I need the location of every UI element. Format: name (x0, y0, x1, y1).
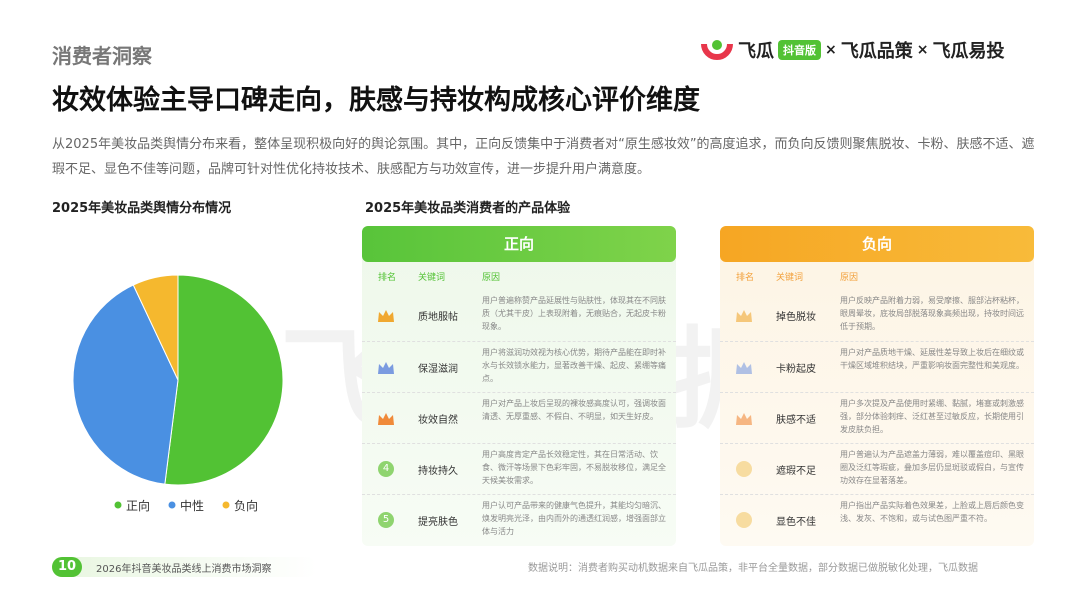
rank-badge: 4 (378, 461, 394, 477)
keyword: 质地服帖 (418, 312, 458, 323)
rank-icon (378, 362, 394, 374)
table-row: 卡粉起皮 用户对产品质地干燥、延展性差导致上妆后在细纹或干燥区域堆积结块，严重影响… (720, 341, 1034, 392)
pie-slice (132, 274, 179, 381)
keyword: 显色不佳 (776, 517, 816, 528)
legend-label: 正向 (126, 498, 150, 513)
crown (378, 310, 394, 322)
reason: 用户普遍称赞产品延展性与贴肤性，体现其在不同肤质（尤其干皮）上表现附着，无痕贴合… (482, 296, 666, 331)
pie-slice (72, 284, 179, 485)
legend-label: 中性 (180, 498, 204, 513)
rank-badge: 5 (378, 512, 394, 528)
keyword: 肤感不适 (776, 415, 816, 426)
logo-badge: 抖音版 (778, 40, 821, 60)
table-row: 肤感不适 用户多次提及产品使用时紧绷、黏腻，堵塞或刺激感强，部分体验刺痒、泛红甚至… (720, 392, 1034, 443)
table-row: 妆效自然 用户对产品上妆后呈现的裸妆感高度认可，强调妆面清透、无厚重感、不假白、不… (362, 392, 676, 443)
keyword: 掉色脱妆 (776, 312, 816, 323)
crown (736, 310, 752, 322)
crown (736, 413, 752, 425)
keyword: 遮瑕不足 (776, 466, 816, 477)
crown (378, 362, 394, 374)
column-header: 排名 (736, 273, 755, 283)
rank-icon (736, 413, 752, 425)
negative-panel: 负向 排名 关键词 原因掉色脱妆 用户反映产品附着力弱，易受摩擦、服部沾杯粘杯，眼周晕… (720, 226, 1034, 546)
table-row: 质地服帖 用户普遍称赞产品延展性与贴肤性，体现其在不同肤质（尤其干皮）上表现附着，… (362, 290, 676, 340)
footer-report: 2026年抖音美妆品类线上消费市场洞察 (96, 564, 272, 575)
table-row: 4 持妆持久 用户高度肯定产品长效稳定性，其在日常活动、饮食、微汗等场景下色彩牢固，… (362, 443, 676, 494)
table-row: 保湿滋润 用户将滋润功效视为核心优势，期待产品能在即时补水与长效锁水能力，显著改善… (362, 341, 676, 392)
logo: 飞瓜 抖音版 × 飞瓜品策 × 飞瓜易投 (700, 36, 1004, 64)
column-header: 排名 (378, 273, 397, 283)
crown (736, 362, 752, 374)
keyword: 持妆持久 (418, 466, 458, 477)
rank-icon (736, 310, 752, 322)
reason: 用户普遍认为产品遮盖力薄弱，难以覆盖痘印、黑眼圈及泛红等瑕疵，叠加多层仍显斑驳或… (840, 450, 1024, 485)
column-header: 关键词 (776, 273, 804, 283)
logo-brand: 飞瓜 (738, 41, 774, 62)
rank-icon (378, 310, 394, 322)
reason: 用户认可产品带来的健康气色提升，其能均匀暗沉、焕发明亮光泽，由内而外的通透红润感… (482, 501, 666, 536)
title: 妆效体验主导口碑走向，肤感与持妆构成核心评价维度 (52, 85, 700, 116)
reason: 用户将滋润功效视为核心优势，期待产品能在即时补水与长效锁水能力，显著改善干燥、起… (482, 348, 666, 383)
panel-header: 负向 (720, 226, 1034, 262)
crown (378, 413, 394, 425)
column-header: 关键词 (418, 273, 446, 283)
pie-chart: 正向 中性 负向 (72, 274, 284, 513)
keyword: 提亮肤色 (418, 517, 458, 528)
table-row: 遮瑕不足 用户普遍认为产品遮盖力薄弱，难以覆盖痘印、黑眼圈及泛红等瑕疵，叠加多层仍… (720, 443, 1034, 494)
reason: 用户高度肯定产品长效稳定性，其在日常活动、饮食、微汗等场景下色彩牢固，不易脱妆移… (482, 450, 666, 485)
intro: 从2025年美妆品类舆情分布来看，整体呈现积极向好的舆论氛围。其中，正向反馈集中… (52, 137, 1035, 177)
keyword: 保湿滋润 (418, 364, 458, 375)
rank-icon (378, 413, 394, 425)
logo-icon (701, 40, 733, 60)
table-row: 5 提亮肤色 用户认可产品带来的健康气色提升，其能均匀暗沉、焕发明亮光泽，由内而外的… (362, 494, 676, 545)
rank-badge (736, 461, 752, 477)
page-number: 10 (52, 557, 82, 577)
sep: × (916, 42, 929, 58)
chart-title: 2025年美妆品类舆情分布情况 (52, 201, 232, 216)
table-row: 掉色脱妆 用户反映产品附着力弱，易受摩擦、服部沾杯粘杯，眼周晕妆，底妆局部脱落现象… (720, 290, 1034, 340)
positive-panel: 正向 排名 关键词 原因质地服帖 用户普遍称赞产品延展性与贴肤性，体现其在不同肤质（尤… (362, 226, 676, 546)
reason: 用户对产品上妆后呈现的裸妆感高度认可，强调妆面清透、无厚重感、不假白、不明显，如… (482, 399, 666, 421)
reason: 用户多次提及产品使用时紧绷、黏腻，堵塞或刺激感强，部分体验刺痒、泛红甚至过敏反应… (840, 399, 1024, 434)
legend-marker (222, 501, 230, 509)
column-header: 原因 (482, 273, 501, 283)
reason: 用户对产品质地干燥、延展性差导致上妆后在细纹或干燥区域堆积结块，严重影响妆面完整… (840, 348, 1024, 370)
column-header: 原因 (840, 273, 859, 283)
sep: × (825, 42, 837, 58)
rank-badge (736, 512, 752, 528)
logo-product: 飞瓜品策 (840, 41, 913, 62)
legend-label: 负向 (234, 498, 258, 513)
logo-product: 飞瓜易投 (932, 41, 1005, 62)
rank-icon (736, 362, 752, 374)
table-title: 2025年美妆品类消费者的产品体验 (365, 201, 571, 216)
legend-marker (168, 501, 176, 509)
panel-header: 正向 (362, 226, 676, 262)
section: 消费者洞察 (52, 44, 152, 68)
table-row: 显色不佳 用户指出产品实际着色效果差，上脸或上唇后颜色变浅、发灰、不饱和，或与试色… (720, 494, 1034, 545)
footer-note: 数据说明：消费者购买动机数据来自飞瓜品策，非平台全量数据，部分数据已做脱敏化处理… (528, 563, 978, 574)
pie-slice (164, 274, 284, 486)
reason: 用户反映产品附着力弱，易受摩擦、服部沾杯粘杯，眼周晕妆，底妆局部脱落现象高频出现… (840, 296, 1024, 331)
keyword: 卡粉起皮 (776, 364, 816, 375)
footer-bar (52, 557, 317, 577)
legend-marker (114, 501, 122, 509)
reason: 用户指出产品实际着色效果差，上脸或上唇后颜色变浅、发灰、不饱和，或与试色图严重不… (840, 501, 1024, 523)
keyword: 妆效自然 (418, 415, 458, 426)
